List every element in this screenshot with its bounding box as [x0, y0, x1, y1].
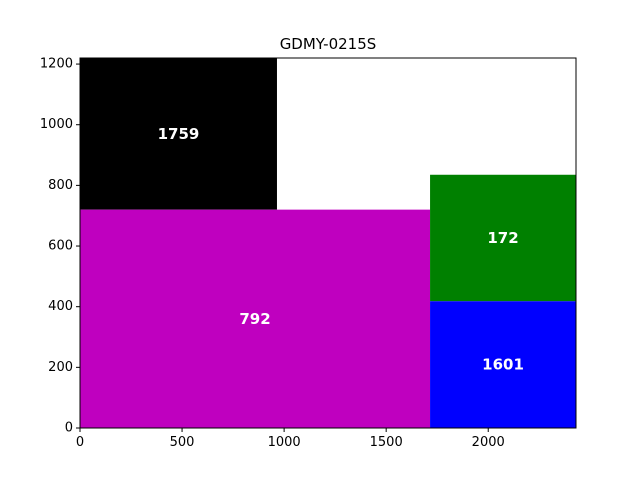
x-tick-label: 1000: [268, 435, 301, 450]
x-axis: 0 500 1000 1500 2000: [76, 428, 505, 450]
y-tick-label: 800: [48, 178, 73, 193]
y-tick-label: 200: [48, 360, 73, 375]
x-tick-label: 500: [170, 435, 195, 450]
rect-label-1601: 1601: [482, 356, 524, 374]
rect-label-172: 172: [487, 229, 518, 247]
rect-label-792: 792: [239, 310, 270, 328]
rects-layer: [80, 58, 576, 428]
treemap-rect-172: [430, 174, 576, 302]
y-tick-label: 600: [48, 239, 73, 254]
x-tick-label: 2000: [472, 435, 505, 450]
treemap-rect-1601: [430, 301, 576, 428]
x-tick-label: 0: [76, 435, 84, 450]
y-tick-label: 0: [65, 421, 73, 436]
plot-frame: [79, 57, 577, 429]
x-tick-label: 1500: [370, 435, 403, 450]
y-axis: 0 200 400 600 800 1000 1200: [40, 57, 80, 436]
y-tick-label: 1200: [40, 57, 73, 72]
chart-title: GDMY-0215S: [280, 35, 377, 53]
y-tick-label: 400: [48, 299, 73, 314]
treemap-rect-792: [80, 209, 431, 428]
treemap-rect-1759: [80, 58, 277, 210]
rect-labels-layer: 1759 792 172 1601: [158, 125, 524, 374]
rect-label-1759: 1759: [158, 125, 200, 143]
y-tick-label: 1000: [40, 117, 73, 132]
